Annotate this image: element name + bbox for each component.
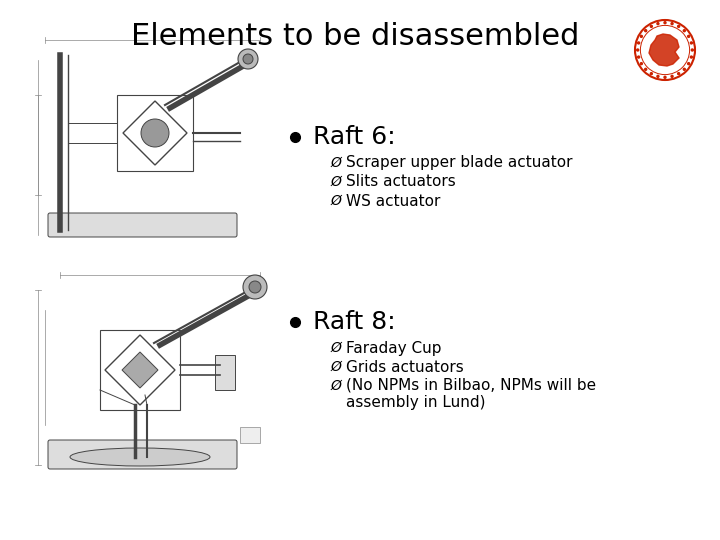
Circle shape bbox=[691, 49, 693, 51]
Circle shape bbox=[640, 63, 642, 65]
Circle shape bbox=[678, 25, 680, 28]
Text: Ø: Ø bbox=[330, 194, 341, 208]
Text: Raft 6:: Raft 6: bbox=[313, 125, 395, 149]
Circle shape bbox=[690, 42, 693, 44]
Circle shape bbox=[249, 281, 261, 293]
Polygon shape bbox=[122, 352, 158, 388]
Circle shape bbox=[657, 23, 659, 25]
Text: Raft 8:: Raft 8: bbox=[313, 310, 395, 334]
Text: Ø: Ø bbox=[330, 360, 341, 374]
Polygon shape bbox=[649, 34, 679, 66]
Circle shape bbox=[243, 275, 267, 299]
Circle shape bbox=[640, 35, 642, 37]
Circle shape bbox=[678, 73, 680, 75]
FancyBboxPatch shape bbox=[48, 440, 237, 469]
Ellipse shape bbox=[70, 448, 210, 466]
Text: Ø: Ø bbox=[330, 341, 341, 355]
Text: Ø: Ø bbox=[330, 156, 341, 170]
Circle shape bbox=[644, 30, 647, 32]
Text: Ø: Ø bbox=[330, 175, 341, 189]
Circle shape bbox=[636, 49, 639, 51]
Circle shape bbox=[243, 54, 253, 64]
Bar bbox=[215, 355, 235, 390]
Text: Scraper upper blade actuator: Scraper upper blade actuator bbox=[346, 156, 572, 171]
Text: Slits actuators: Slits actuators bbox=[346, 174, 456, 190]
Circle shape bbox=[141, 119, 169, 147]
Circle shape bbox=[664, 76, 666, 78]
Text: (No NPMs in Bilbao, NPMs will be
assembly in Lund): (No NPMs in Bilbao, NPMs will be assembl… bbox=[346, 378, 596, 410]
Circle shape bbox=[664, 22, 666, 24]
Text: Grids actuators: Grids actuators bbox=[346, 360, 464, 375]
Circle shape bbox=[657, 76, 659, 77]
Circle shape bbox=[644, 68, 647, 70]
Bar bbox=[30, 270, 270, 485]
Circle shape bbox=[638, 56, 639, 58]
Circle shape bbox=[683, 30, 685, 32]
Circle shape bbox=[650, 73, 652, 75]
Bar bbox=[240, 427, 260, 443]
Circle shape bbox=[650, 25, 652, 28]
Bar bbox=[30, 35, 270, 250]
Circle shape bbox=[671, 76, 673, 77]
Circle shape bbox=[238, 49, 258, 69]
Text: WS actuator: WS actuator bbox=[346, 193, 441, 208]
Text: Ø: Ø bbox=[330, 379, 341, 393]
Circle shape bbox=[688, 63, 690, 65]
Circle shape bbox=[671, 23, 673, 25]
Circle shape bbox=[683, 68, 685, 70]
Text: Elements to be disassembled: Elements to be disassembled bbox=[131, 22, 579, 51]
Circle shape bbox=[638, 42, 639, 44]
FancyBboxPatch shape bbox=[48, 213, 237, 237]
Text: Faraday Cup: Faraday Cup bbox=[346, 341, 441, 355]
Circle shape bbox=[690, 56, 693, 58]
Circle shape bbox=[688, 35, 690, 37]
